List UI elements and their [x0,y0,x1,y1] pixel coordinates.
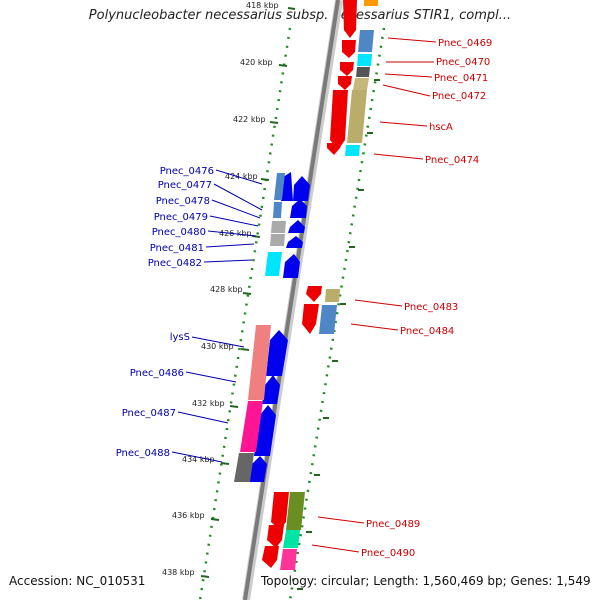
gene-box [234,453,254,482]
gene-label[interactable]: Pnec_0480 [152,227,206,238]
kbp-ticks: 418 kbp 420 kbp 422 kbp 424 kbp 426 kbp … [162,1,296,578]
gene-arrow [286,236,303,248]
map-title: Polynucleobacter necessarius subsp. nece… [88,8,512,23]
gene-arrow [290,199,307,218]
gene-label[interactable]: Pnec_0477 [158,180,212,191]
gene-box [356,67,370,77]
gene-arrow [327,143,342,155]
gene-box [274,173,285,200]
gene-arrow [330,90,348,150]
gene-box [358,30,374,52]
gene-box [265,252,282,276]
gene-label[interactable]: Pnec_0484 [400,326,454,337]
gene-arrow [340,62,354,76]
reverse-leaders [171,169,263,463]
gene-arrow [262,546,279,568]
gene-box [357,54,372,66]
gene-label[interactable]: Pnec_0486 [130,368,184,379]
accession-label: Accession: NC_010531 [9,574,146,588]
gene-arrow [254,405,276,456]
gene-box [345,145,360,156]
reverse-features [234,173,286,482]
gene-label[interactable]: Pnec_0471 [434,73,488,84]
gene-label[interactable]: Pnec_0476 [160,166,214,177]
gene-box [364,0,378,6]
forward-strand [262,0,357,568]
gene-arrow [306,286,322,302]
tick-label: 422 kbp [233,115,266,124]
tick-label: 418 kbp [246,1,279,10]
gene-label[interactable]: Pnec_0469 [438,38,492,49]
gene-label[interactable]: Pnec_0483 [404,302,458,313]
gene-label[interactable]: Pnec_0488 [116,448,170,459]
tick-label: 430 kbp [201,342,234,351]
gene-arrow [249,456,267,482]
gene-box [283,530,300,548]
gene-box [286,492,305,530]
gene-arrow [338,76,352,90]
gene-box [248,325,271,400]
tick-label: 420 kbp [240,58,273,67]
gene-label[interactable]: hscA [429,122,453,133]
forward-leaders [311,37,437,553]
gene-box [240,401,263,452]
gene-box [273,202,282,218]
gene-box [347,90,367,143]
gene-label[interactable]: Pnec_0482 [148,258,202,269]
gene-arrow [302,304,319,334]
tick-label: 434 kbp [182,455,215,464]
forward-features [280,0,378,570]
tick-label: 424 kbp [225,172,258,181]
gene-label[interactable]: Pnec_0474 [425,155,479,166]
tick-rail-right [288,27,386,600]
tick-label: 438 kbp [162,568,195,577]
gene-label[interactable]: Pnec_0487 [122,408,176,419]
tick-label: 428 kbp [210,285,243,294]
gene-arrow [293,176,310,201]
gene-arrow [271,492,289,530]
forward-labels: Pnec_0469 Pnec_0470 Pnec_0471 Pnec_0472 … [361,38,492,559]
gene-arrow [266,330,288,376]
gene-arrow [262,375,280,404]
reverse-labels: Pnec_0476 Pnec_0477 Pnec_0478 Pnec_0479 … [116,166,214,459]
gene-arrow [267,525,284,548]
gene-arrow [288,220,305,233]
gene-box [280,549,297,570]
gene-arrow [343,0,357,38]
gene-label[interactable]: Pnec_0470 [436,57,490,68]
gene-label[interactable]: Pnec_0472 [432,91,486,102]
minor-ticks [297,79,380,590]
gene-label[interactable]: Pnec_0479 [154,212,208,223]
gene-box [271,221,286,233]
gene-label[interactable]: Pnec_0490 [361,548,415,559]
gene-label[interactable]: Pnec_0478 [156,196,210,207]
tick-rail-left [198,27,292,600]
reverse-strand [249,172,310,482]
tick-label: 436 kbp [172,511,205,520]
gene-box [270,234,285,246]
gene-box [353,78,369,90]
gene-box [319,305,337,334]
genome-summary: Topology: circular; Length: 1,560,469 bp… [261,574,591,588]
gene-arrow [342,40,356,58]
gene-label[interactable]: Pnec_0481 [150,243,204,254]
gene-arrow [283,254,300,278]
tick-label: 432 kbp [192,399,225,408]
backbone [243,0,340,600]
gene-label[interactable]: lysS [170,332,190,343]
gene-box [325,289,340,302]
gene-label[interactable]: Pnec_0489 [366,519,420,530]
